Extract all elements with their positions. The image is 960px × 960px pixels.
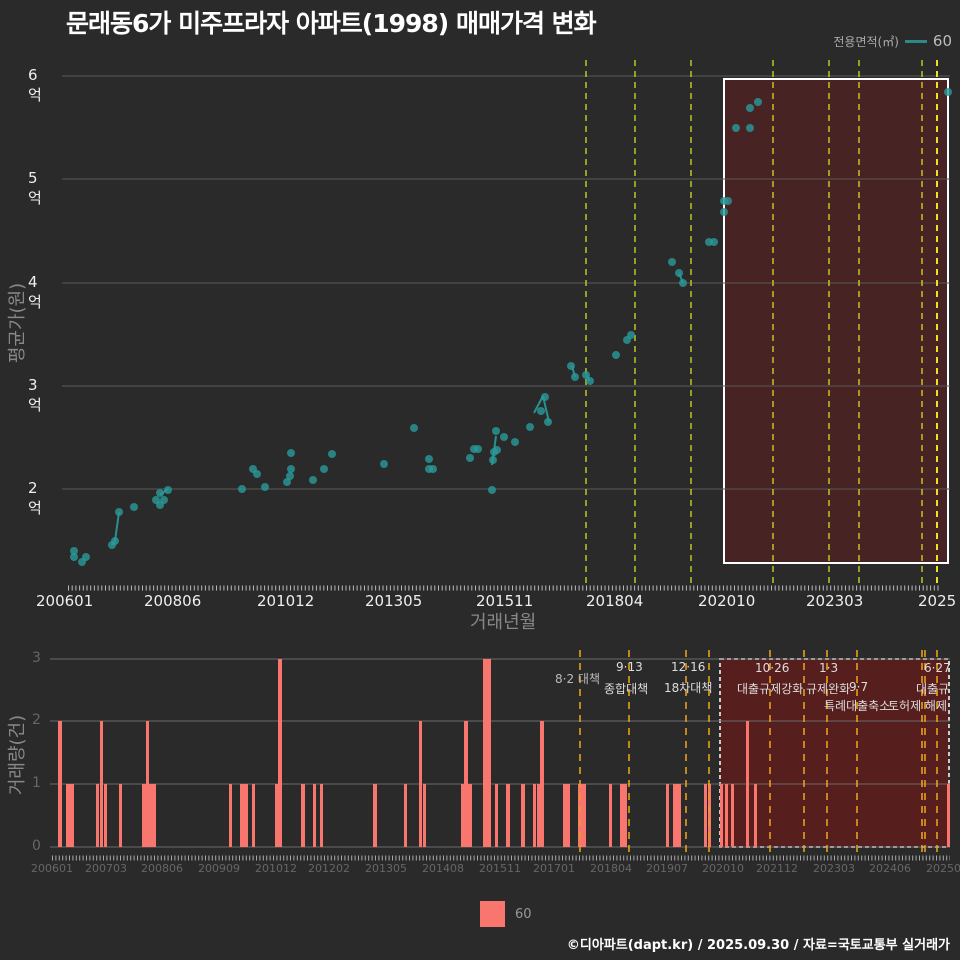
x-tick-label: 201511 — [476, 592, 534, 610]
legend-swatch-icon — [480, 901, 505, 927]
x-tick-label: 2025 — [918, 592, 957, 610]
series-points — [70, 88, 952, 566]
highlight-box — [723, 78, 949, 564]
policy-vlines-bottom — [579, 650, 938, 858]
y-tick-label: 5억 — [28, 169, 42, 207]
y-gridlines — [62, 75, 950, 490]
x-tick-label: 200806 — [144, 592, 202, 610]
series-lines — [111, 272, 684, 546]
y-tick-label: 2 — [32, 712, 41, 728]
x-tick-label: 201202 — [308, 862, 350, 875]
chart-title: 문래동6가 미주프라자 아파트(1998) 매매가격 변화 — [66, 9, 597, 38]
y-tick-label: 6억 — [28, 66, 42, 104]
x-tick-label: 201804 — [586, 592, 644, 610]
legend-title: 전용면적(㎡) — [833, 34, 899, 49]
legend-bottom: 60 — [480, 901, 532, 927]
legend-top: 전용면적(㎡) 60 — [833, 32, 952, 50]
x-tick-label: 201305 — [365, 592, 423, 610]
x-tick-label: 201511 — [479, 862, 521, 875]
price-panel — [62, 60, 952, 591]
x-tick-label: 200601 — [31, 862, 73, 875]
x-tick-label: 200601 — [36, 592, 94, 610]
y-tick-label: 0 — [32, 838, 41, 854]
y-gridlines-bottom — [50, 658, 950, 848]
x-tick-label: 201907 — [646, 862, 688, 875]
highlight-box-bottom — [719, 658, 950, 848]
x-tick-label: 201012 — [255, 862, 297, 875]
y-tick-label: 3억 — [28, 376, 42, 414]
bottom-y-axis-title: 거래량(건) — [7, 714, 28, 796]
x-tick-label: 202303 — [813, 862, 855, 875]
x-tick-label: 201804 — [590, 862, 632, 875]
y-tick-label: 3 — [32, 650, 41, 666]
legend-item-label: 60 — [932, 32, 952, 50]
y-tick-label: 1 — [32, 775, 41, 791]
x-tick-label: 202010 — [702, 862, 744, 875]
credit-text: ©디아파트(dapt.kr) / 2025.09.30 / 자료=국토교통부 실… — [566, 938, 950, 953]
x-tick-label: 20250 — [926, 862, 960, 875]
legend-bottom-label: 60 — [515, 906, 532, 922]
x-tick-label: 201408 — [422, 862, 464, 875]
x-tick-label: 200806 — [141, 862, 183, 875]
x-tick-label: 201701 — [533, 862, 575, 875]
x-tick-label: 200703 — [85, 862, 127, 875]
x-tick-label: 202010 — [698, 592, 756, 610]
y-tick-label: 4억 — [28, 273, 42, 311]
top-x-axis-title: 거래년월 — [470, 612, 537, 633]
y-tick-label: 2억 — [28, 479, 42, 517]
x-tick-label: 202303 — [806, 592, 864, 610]
volume-bars — [58, 659, 950, 847]
x-tick-label: 200909 — [198, 862, 240, 875]
top-y-axis-title: 평균가(원) — [7, 282, 28, 364]
x-tick-label: 201012 — [257, 592, 315, 610]
x-tick-label: 201305 — [365, 862, 407, 875]
volume-panel — [50, 650, 950, 861]
legend-line-icon — [904, 39, 927, 43]
x-tick-label: 202406 — [869, 862, 911, 875]
x-tick-label: 202112 — [756, 862, 798, 875]
